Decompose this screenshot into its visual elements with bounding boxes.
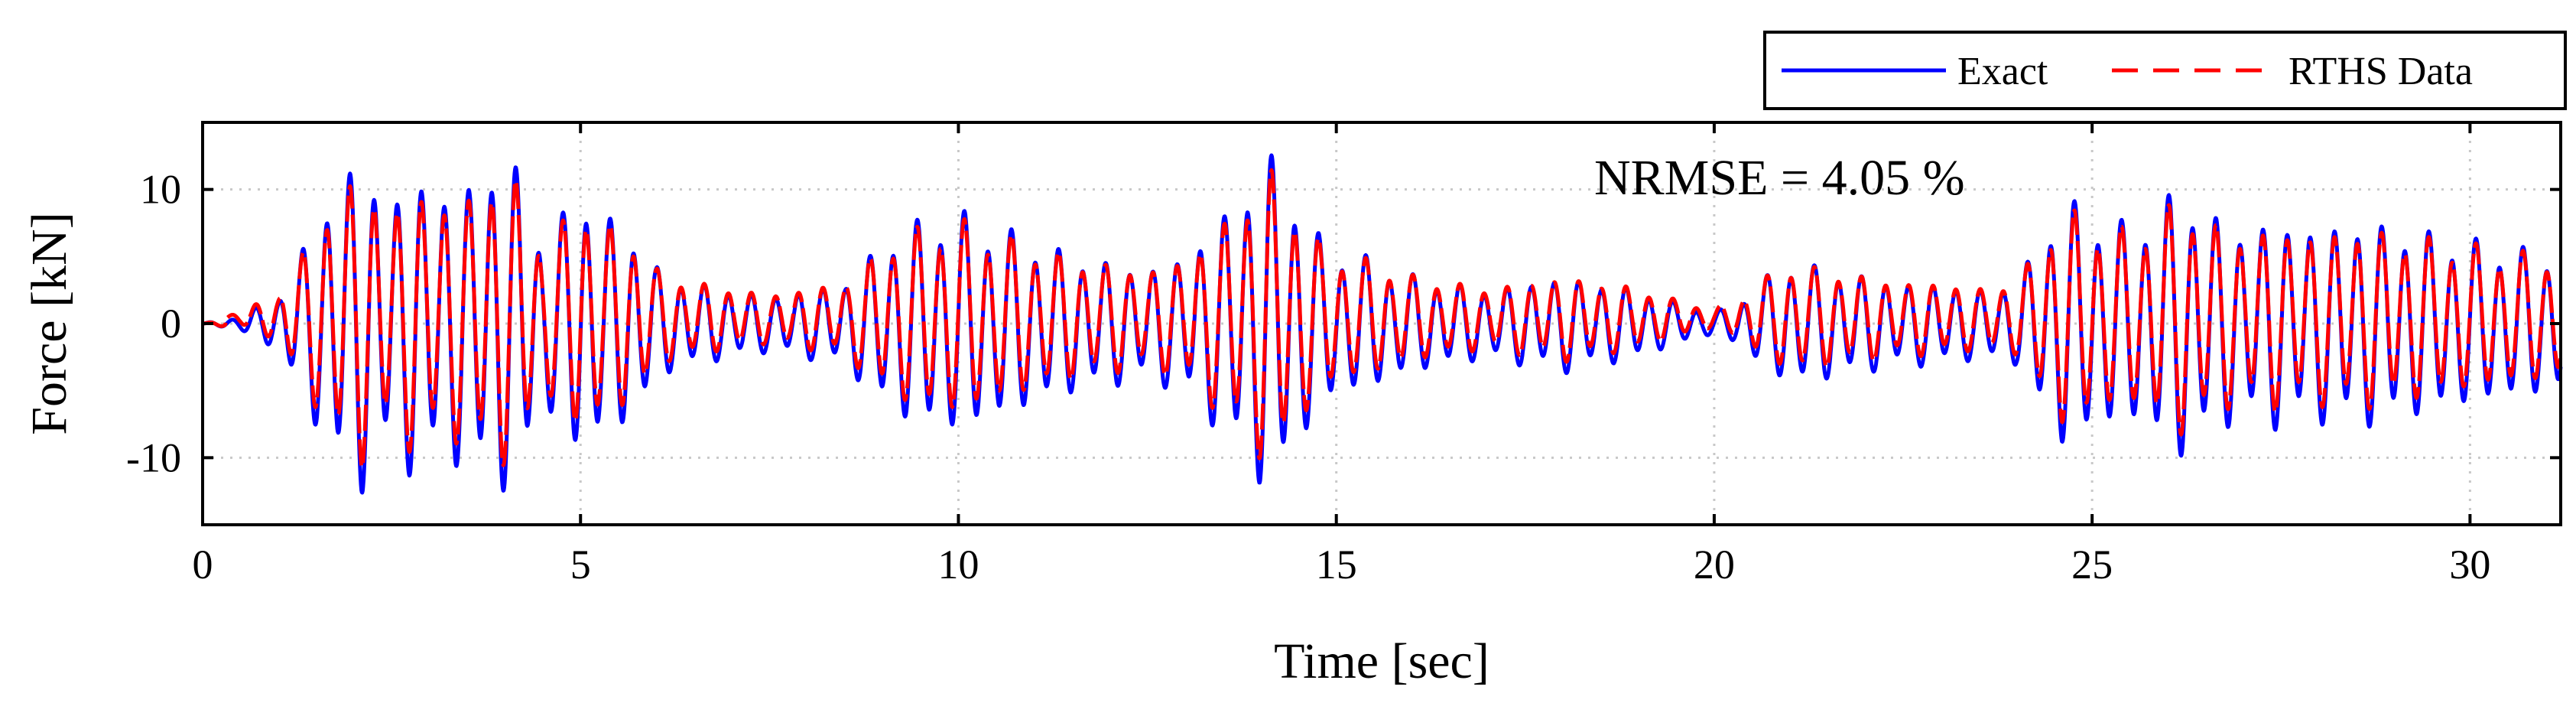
legend-label-rths: RTHS Data [2289,50,2473,93]
x-tick-label: 30 [2449,542,2490,587]
series-layer [201,153,2563,495]
ticks: 0 5 10 15 20 25 30 -10 0 10 [126,122,2561,587]
x-tick-label: 25 [2071,542,2113,587]
legend: Exact RTHS Data [1763,31,2567,110]
grid [203,122,2561,525]
x-tick-label: 15 [1316,542,1357,587]
x-tick-label: 20 [1694,542,1735,587]
plot-frame [201,121,2562,526]
y-tick-label: -10 [126,434,181,480]
x-tick-label: 0 [193,542,213,587]
series-line-rths [201,168,2563,469]
nrmse-annotation: NRMSE = 4.05 % [1594,150,1965,206]
x-tick-label: 10 [937,542,979,587]
legend-label-exact: Exact [1957,50,2048,93]
y-tick-label: 10 [140,167,181,213]
x-axis-label: Time [sec] [1274,633,1489,689]
y-tick-label: 0 [161,301,181,347]
y-axis-label: Force [kN] [21,212,77,434]
x-tick-label: 5 [570,542,591,587]
